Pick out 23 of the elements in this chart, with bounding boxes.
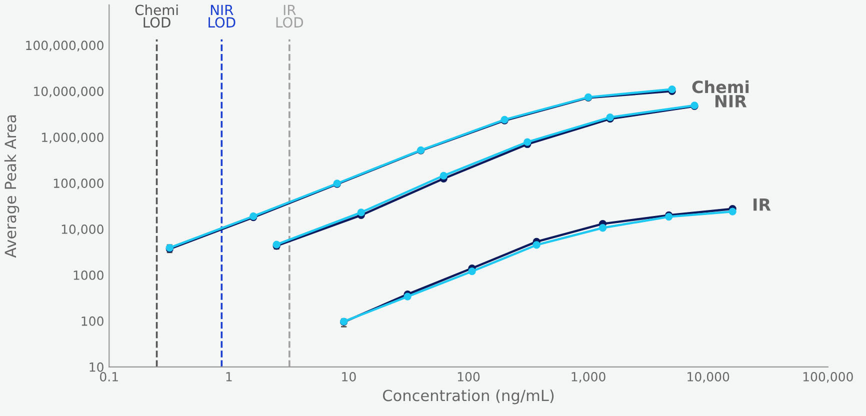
y-axis-title: Average Peak Area bbox=[4, 115, 20, 258]
y-tick-label: 10,000 bbox=[62, 224, 104, 236]
x-tick-label: 100,000 bbox=[803, 372, 853, 383]
y-tick-label: 100,000 bbox=[54, 178, 104, 190]
y-tick-label: 10 bbox=[90, 362, 104, 372]
x-tick-label: 10,000 bbox=[688, 372, 730, 383]
ref-line-label: NIR LOD bbox=[208, 4, 236, 28]
annotation: NIR bbox=[715, 95, 747, 108]
x-tick-label: 1 bbox=[226, 372, 232, 382]
x-tick-label: 0.1 bbox=[100, 372, 118, 382]
annotation: Chemi bbox=[692, 80, 749, 94]
annotation: IR bbox=[754, 198, 771, 211]
x-tick-label: 10 bbox=[342, 372, 356, 382]
y-tick-label: 100 bbox=[82, 316, 104, 326]
y-tick-label: 1,000,000 bbox=[42, 132, 104, 144]
y-tick-label: 1000 bbox=[74, 270, 104, 280]
y-tick-label: 100,000,000 bbox=[26, 40, 104, 52]
x-tick-label: 100 bbox=[458, 372, 480, 382]
y-tick-label: 10,000,000 bbox=[34, 86, 104, 98]
ref-line-label: Chemi LOD bbox=[135, 4, 178, 28]
ref-line-label: IR LOD bbox=[276, 4, 304, 28]
x-tick-label: 1,000 bbox=[572, 372, 606, 383]
x-axis-title: Concentration (ng/mL) bbox=[382, 389, 554, 404]
